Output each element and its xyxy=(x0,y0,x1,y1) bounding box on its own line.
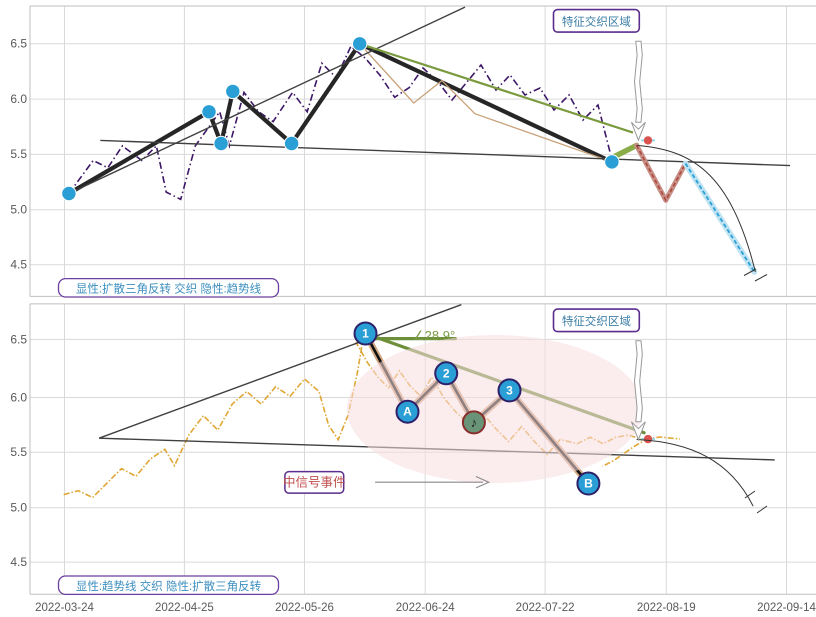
svg-text:4.5: 4.5 xyxy=(10,555,27,569)
svg-text:1: 1 xyxy=(362,327,369,341)
svg-text:4.5: 4.5 xyxy=(10,258,27,272)
svg-text:6.5: 6.5 xyxy=(10,37,27,51)
svg-text:5.5: 5.5 xyxy=(10,445,27,459)
svg-text:2022-03-24: 2022-03-24 xyxy=(35,602,94,614)
svg-text:2022-09-14: 2022-09-14 xyxy=(757,602,816,614)
svg-text:5.0: 5.0 xyxy=(10,501,27,515)
svg-text:B: B xyxy=(584,477,593,491)
svg-text:6.5: 6.5 xyxy=(10,332,27,346)
svg-text:2022-04-25: 2022-04-25 xyxy=(155,602,214,614)
svg-text:3: 3 xyxy=(506,383,513,397)
svg-text:中信号事件: 中信号事件 xyxy=(283,474,346,489)
svg-text:♪: ♪ xyxy=(471,415,478,430)
svg-text:5.5: 5.5 xyxy=(10,147,27,161)
svg-text:2022-08-19: 2022-08-19 xyxy=(637,602,696,614)
svg-text:显性:趋势线 交织 隐性:扩散三角反转: 显性:趋势线 交织 隐性:扩散三角反转 xyxy=(76,579,262,593)
svg-text:2022-05-26: 2022-05-26 xyxy=(275,602,334,614)
svg-text:5.0: 5.0 xyxy=(10,202,27,216)
svg-text:6.0: 6.0 xyxy=(10,92,27,106)
svg-text:6.0: 6.0 xyxy=(10,390,27,404)
svg-text:2022-06-24: 2022-06-24 xyxy=(396,602,455,614)
svg-text:2: 2 xyxy=(443,366,450,380)
svg-text:特征交织区域: 特征交织区域 xyxy=(562,314,631,328)
svg-text:显性:扩散三角反转 交织 隐性:趋势线: 显性:扩散三角反转 交织 隐性:趋势线 xyxy=(76,281,262,295)
svg-text:2022-07-22: 2022-07-22 xyxy=(516,602,575,614)
svg-text:特征交织区域: 特征交织区域 xyxy=(562,14,631,28)
svg-text:A: A xyxy=(403,405,412,419)
